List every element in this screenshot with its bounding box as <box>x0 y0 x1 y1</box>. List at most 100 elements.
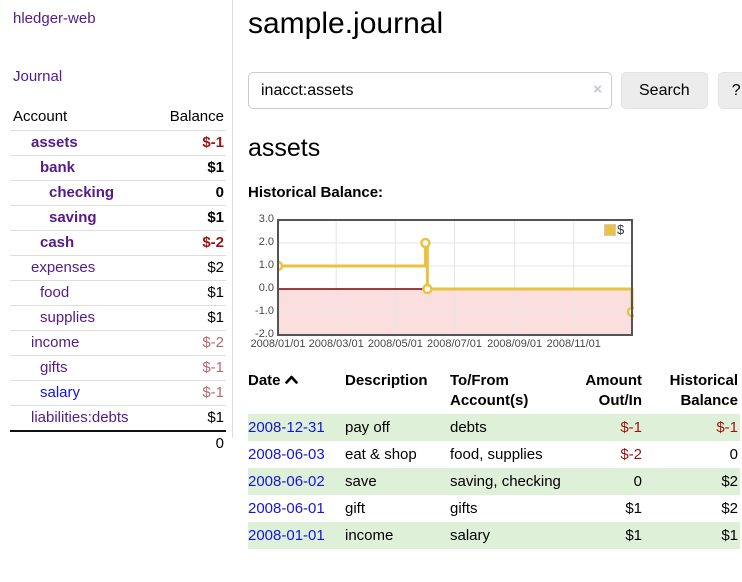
transaction-date-link[interactable]: 2008-06-01 <box>248 500 325 517</box>
account-link[interactable]: cash <box>40 234 75 251</box>
register-header-balance: Historical Balance <box>669 372 738 409</box>
transaction-amount: 0 <box>633 473 642 490</box>
sidebar: hledger-web Journal Account Balance asse… <box>0 0 233 452</box>
transaction-balance: $2 <box>721 500 738 517</box>
transaction-row[interactable]: 2008-06-02 save saving, checking 0 $2 <box>248 468 740 495</box>
account-row: food $1 <box>10 281 226 306</box>
account-row: income $-2 <box>10 331 226 356</box>
account-total: 0 <box>215 435 224 452</box>
y-axis-tick-label: -2.0 <box>255 328 274 340</box>
transaction-date-link[interactable]: 2008-06-03 <box>248 446 325 463</box>
account-balance: $1 <box>207 309 224 326</box>
account-row: expenses $2 <box>10 256 226 281</box>
account-link[interactable]: expenses <box>31 259 96 276</box>
account-row: saving $1 <box>10 206 226 231</box>
account-row: checking 0 <box>10 181 226 206</box>
account-total-row: 0 <box>10 431 226 456</box>
transaction-row[interactable]: 2008-01-01 income salary $1 $1 <box>248 522 740 549</box>
account-link[interactable]: supplies <box>40 309 96 326</box>
search-input[interactable] <box>248 72 612 109</box>
y-axis-tick-label: 0.0 <box>258 282 274 294</box>
y-axis-tick-label: 1.0 <box>258 259 274 271</box>
account-heading: assets <box>248 134 321 162</box>
account-link[interactable]: gifts <box>40 359 68 376</box>
register-header-accounts: To/From Account(s) <box>450 372 529 409</box>
y-axis-tick-label: 3.0 <box>258 213 274 225</box>
transaction-amount: $1 <box>625 500 642 517</box>
register-table: Date Description To/From Account(s) Amou… <box>248 368 740 549</box>
x-axis-tick-label: 2008/01/01 <box>250 338 306 350</box>
transaction-accounts: debts <box>450 419 487 436</box>
account-link[interactable]: salary <box>40 384 81 401</box>
y-axis-tick-label: 2.0 <box>258 236 274 248</box>
account-column-header: Account <box>13 108 68 125</box>
account-row: cash $-2 <box>10 231 226 256</box>
transaction-description: save <box>345 473 377 490</box>
account-balance: $2 <box>207 259 224 276</box>
register-header-row: Date Description To/From Account(s) Amou… <box>248 368 740 414</box>
account-balance: $1 <box>207 209 224 226</box>
transaction-date-link[interactable]: 2008-06-02 <box>248 473 325 490</box>
chart-title: Historical Balance: <box>248 184 384 201</box>
search-form: × Search ? <box>248 72 742 109</box>
transaction-amount: $-1 <box>620 419 642 436</box>
x-axis-tick-label: 2008/11/01 <box>546 338 601 350</box>
y-axis-tick-label: -1.0 <box>255 305 274 317</box>
transaction-description: gift <box>345 500 366 517</box>
account-balance: $-1 <box>202 359 224 376</box>
transaction-description: pay off <box>345 419 390 436</box>
transaction-balance: $-1 <box>716 419 738 436</box>
transaction-date-link[interactable]: 2008-01-01 <box>248 527 325 544</box>
account-link[interactable]: saving <box>49 209 97 226</box>
historical-balance-chart: $ 3.0 2.0 1.0 0.0 -1.0 -2.0 2008/01/01 2008/03/… <box>248 212 740 353</box>
x-axis-tick-label: 2008/05/01 <box>367 338 423 350</box>
chart-plot-area <box>277 219 634 336</box>
transaction-accounts: saving, checking <box>450 473 561 490</box>
transaction-row[interactable]: 2008-06-01 gift gifts $1 $2 <box>248 495 740 522</box>
transaction-row[interactable]: 2008-12-31 pay off debts $-1 $-1 <box>248 414 740 441</box>
x-axis-tick-label: 2008/03/01 <box>308 338 364 350</box>
page: hledger-web Journal Account Balance asse… <box>0 0 742 549</box>
transaction-row[interactable]: 2008-06-03 eat & shop food, supplies $-2 0 <box>248 441 740 468</box>
help-button[interactable]: ? <box>717 72 742 109</box>
account-row: assets $-1 <box>10 131 226 156</box>
chart-legend: $ <box>604 222 624 237</box>
account-balance: $-1 <box>202 134 224 151</box>
account-link[interactable]: bank <box>40 159 76 176</box>
account-row: salary $-1 <box>10 381 226 406</box>
account-balance: $1 <box>207 409 224 426</box>
account-balance: 0 <box>215 184 224 201</box>
transaction-accounts: salary <box>450 527 491 544</box>
search-button[interactable]: Search <box>621 72 708 109</box>
account-row: supplies $1 <box>10 306 226 331</box>
transaction-balance: $1 <box>721 527 738 544</box>
clear-search-icon[interactable]: × <box>593 81 602 98</box>
account-balance: $-2 <box>202 334 224 351</box>
account-link[interactable]: assets <box>31 134 78 151</box>
main-content: sample.journal × Search ? assets Histori… <box>233 0 742 549</box>
account-row: bank $1 <box>10 156 226 181</box>
brand-link[interactable]: hledger-web <box>13 10 96 27</box>
legend-label: $ <box>617 222 625 237</box>
register-header-description: Description <box>345 372 428 389</box>
transaction-accounts: food, supplies <box>450 446 543 463</box>
balance-column-header: Balance <box>169 108 224 125</box>
transaction-description: eat & shop <box>345 446 417 463</box>
transaction-amount: $1 <box>625 527 642 544</box>
account-link[interactable]: food <box>40 284 70 301</box>
legend-color-swatch <box>604 224 616 236</box>
account-tree-header: Account Balance <box>10 106 226 131</box>
transaction-accounts: gifts <box>450 500 478 517</box>
account-tree-table: Account Balance assets $-1 bank $1 checking 0… <box>10 106 226 456</box>
register-header-date[interactable]: Date <box>248 368 345 414</box>
sidebar-item-journal[interactable]: Journal <box>13 68 63 85</box>
account-link[interactable]: income <box>31 334 80 351</box>
account-link[interactable]: checking <box>49 184 115 201</box>
sort-asc-icon <box>284 375 298 384</box>
account-balance: $1 <box>207 159 224 176</box>
account-row: gifts $-1 <box>10 356 226 381</box>
account-link[interactable]: liabilities:debts <box>31 409 129 426</box>
transaction-description: income <box>345 527 394 544</box>
transaction-date-link[interactable]: 2008-12-31 <box>248 419 325 436</box>
transaction-balance: 0 <box>729 446 738 463</box>
